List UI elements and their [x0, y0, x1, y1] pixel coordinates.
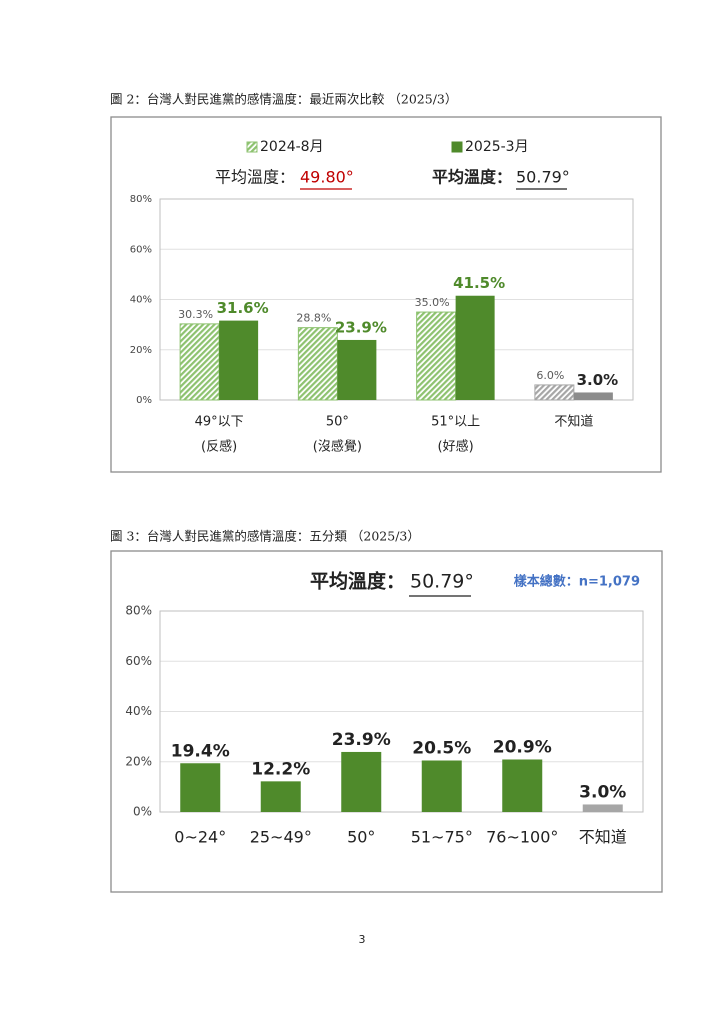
chart-box [110, 116, 662, 473]
x-tick-label: 25~49° [250, 828, 312, 847]
bar [180, 763, 221, 812]
value-label: 23.9% [335, 318, 387, 336]
figure-caption: 圖 3：台灣人對民進黨的感情溫度：五分類 （2025/3） [110, 529, 420, 544]
y-tick-label: 20% [130, 345, 152, 356]
x-tick-note: (好感) [438, 439, 474, 455]
bar [534, 384, 575, 401]
annotation-value: 50.79° [410, 571, 474, 593]
y-tick-label: 40% [125, 704, 152, 718]
value-label: 19.4% [171, 741, 230, 761]
x-tick-label: 51~75° [411, 828, 473, 847]
bar [573, 392, 613, 400]
bar [260, 781, 301, 812]
x-tick-label: 49°以下 [195, 415, 244, 430]
x-tick-label: 不知道 [579, 828, 627, 847]
y-tick-label: 80% [130, 194, 152, 205]
bar [219, 320, 259, 400]
bar [582, 804, 623, 812]
sample-note: 樣本總數：n=1,079 [514, 574, 640, 590]
value-label: 20.5% [412, 738, 471, 758]
annotation-value: 49.80° [300, 168, 354, 187]
value-label: 41.5% [453, 274, 505, 292]
y-tick-label: 40% [130, 295, 152, 306]
bar [421, 760, 462, 812]
bar [179, 323, 220, 401]
value-label: 23.9% [332, 730, 391, 750]
value-label: 3.0% [579, 782, 626, 802]
annotation-label: 平均溫度： [215, 168, 295, 187]
bar [502, 759, 543, 812]
bar [341, 751, 382, 812]
y-tick-label: 60% [125, 654, 152, 668]
legend-swatch [246, 141, 258, 153]
x-tick-note: (反感) [201, 439, 237, 455]
annotation-label: 平均溫度： [310, 570, 405, 593]
bar [416, 311, 457, 401]
x-tick-label: 51°以上 [431, 415, 480, 430]
value-label: 20.9% [493, 737, 552, 757]
chart-box [110, 550, 663, 893]
value-label: 31.6% [217, 299, 269, 317]
value-label: 3.0% [577, 371, 619, 389]
value-label: 6.0% [536, 369, 564, 382]
y-tick-label: 80% [125, 604, 152, 618]
annotation-label: 平均溫度： [432, 168, 512, 187]
bar [337, 339, 377, 400]
x-tick-label: 0~24° [174, 828, 226, 847]
bar [455, 295, 495, 400]
plot-frame [159, 610, 644, 813]
value-label: 30.3% [178, 308, 213, 321]
value-label: 12.2% [251, 759, 310, 779]
x-tick-note: (沒感覺) [313, 439, 362, 455]
x-tick-label: 50° [347, 828, 375, 847]
figure-caption: 圖 2：台灣人對民進黨的感情溫度：最近兩次比較 （2025/3） [110, 92, 457, 107]
x-tick-label: 不知道 [554, 414, 593, 430]
y-tick-label: 0% [133, 805, 152, 819]
x-tick-label: 50° [326, 415, 349, 430]
y-tick-label: 0% [136, 395, 152, 406]
page-number: 3 [359, 933, 366, 946]
x-tick-label: 76~100° [486, 828, 558, 847]
legend-label: 2025-3月 [465, 139, 529, 155]
value-label: 35.0% [415, 296, 450, 309]
annotation-value: 50.79° [516, 168, 570, 187]
y-tick-label: 20% [125, 754, 152, 768]
legend-swatch [451, 141, 463, 153]
legend-label: 2024-8月 [260, 139, 324, 155]
y-tick-label: 60% [130, 244, 152, 255]
bar [297, 327, 338, 401]
plot-frame [159, 198, 634, 401]
value-label: 28.8% [296, 312, 331, 325]
